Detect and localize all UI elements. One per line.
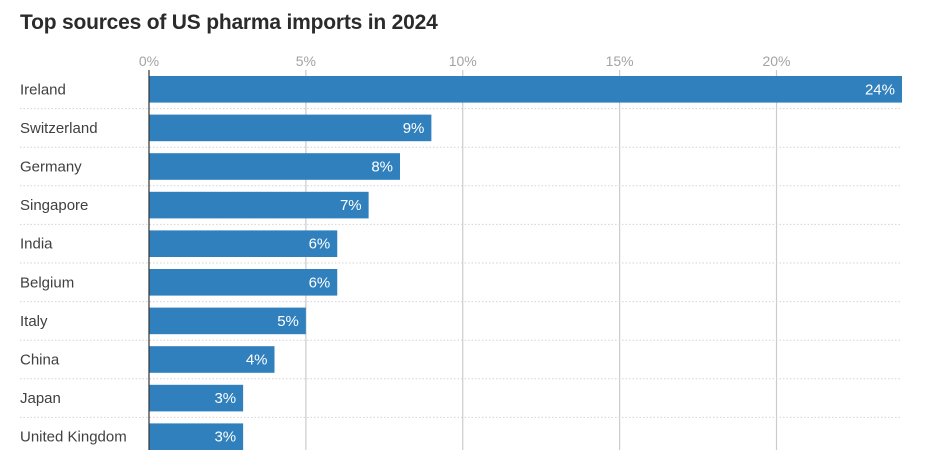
chart-title: Top sources of US pharma imports in 2024: [20, 11, 438, 34]
bar: [149, 230, 338, 257]
bar-value-label: 5%: [277, 313, 299, 330]
category-label: China: [20, 352, 60, 369]
bar-value-label: 9%: [403, 120, 425, 137]
category-label: Switzerland: [20, 120, 98, 137]
category-label: Japan: [20, 390, 61, 407]
category-label: Singapore: [20, 197, 88, 214]
bar-value-label: 4%: [246, 352, 268, 369]
x-tick-label: 20%: [762, 53, 790, 69]
bar: [149, 76, 902, 103]
bar-value-label: 6%: [309, 236, 331, 253]
category-label: United Kingdom: [20, 429, 127, 446]
bar: [149, 191, 369, 219]
bar: [149, 423, 244, 450]
bar: [149, 153, 400, 180]
bar: [149, 114, 432, 142]
bar-value-label: 7%: [340, 197, 362, 214]
category-label: Germany: [20, 159, 82, 176]
category-label: Belgium: [20, 274, 74, 291]
x-tick-label: 15%: [606, 53, 634, 69]
x-tick-label: 0%: [139, 53, 159, 69]
bar-value-label: 24%: [865, 81, 895, 98]
bar-value-label: 3%: [214, 429, 236, 446]
x-tick-label: 10%: [449, 53, 477, 69]
bar-value-label: 3%: [214, 390, 236, 407]
bar: [149, 384, 244, 412]
x-tick-label: 5%: [296, 53, 316, 69]
bar: [149, 269, 338, 296]
category-label: India: [20, 236, 53, 253]
bar: [149, 307, 306, 335]
category-label: Italy: [20, 313, 48, 330]
category-label: Ireland: [20, 81, 66, 98]
bar-value-label: 6%: [309, 274, 331, 291]
bar-value-label: 8%: [371, 159, 393, 176]
bar: [149, 346, 275, 373]
